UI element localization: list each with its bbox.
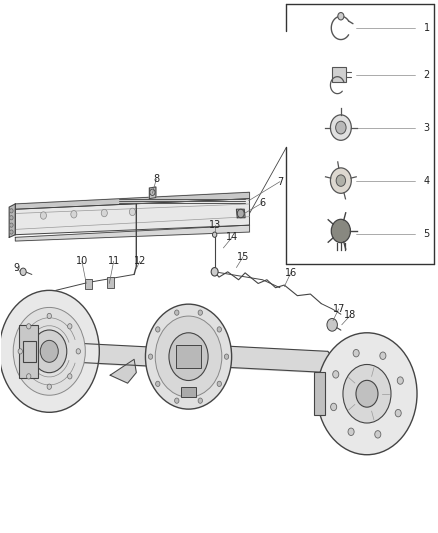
Polygon shape	[15, 199, 250, 235]
Bar	[332, 67, 346, 82]
Circle shape	[0, 290, 99, 413]
Circle shape	[336, 175, 346, 187]
Circle shape	[47, 384, 51, 389]
Circle shape	[20, 268, 26, 276]
Circle shape	[27, 374, 31, 379]
Text: 17: 17	[332, 304, 345, 314]
Circle shape	[217, 381, 222, 386]
Circle shape	[76, 349, 81, 354]
Circle shape	[353, 350, 359, 357]
Circle shape	[10, 216, 13, 220]
Circle shape	[175, 398, 179, 403]
Circle shape	[18, 349, 22, 354]
Circle shape	[27, 324, 31, 329]
Bar	[107, 277, 114, 288]
Text: 9: 9	[14, 263, 20, 272]
Circle shape	[10, 209, 13, 213]
Text: 14: 14	[226, 232, 238, 243]
Circle shape	[155, 316, 222, 397]
Bar	[314, 373, 325, 415]
Polygon shape	[149, 187, 156, 199]
Circle shape	[67, 374, 72, 379]
Circle shape	[47, 313, 51, 319]
Circle shape	[327, 318, 337, 331]
Circle shape	[380, 352, 386, 359]
Circle shape	[375, 431, 381, 438]
Text: 3: 3	[424, 123, 430, 133]
Circle shape	[148, 354, 153, 359]
Circle shape	[336, 121, 346, 134]
Text: 8: 8	[153, 174, 159, 184]
Circle shape	[211, 268, 218, 276]
Bar	[181, 386, 196, 397]
Circle shape	[32, 330, 67, 373]
Polygon shape	[9, 204, 15, 237]
Polygon shape	[110, 359, 136, 383]
Circle shape	[331, 219, 350, 243]
Bar	[23, 341, 36, 362]
Circle shape	[338, 12, 344, 20]
Text: 2: 2	[424, 70, 430, 79]
Polygon shape	[15, 192, 250, 209]
Text: 11: 11	[108, 256, 120, 266]
Text: 4: 4	[424, 175, 430, 185]
Circle shape	[397, 377, 403, 384]
Text: 15: 15	[237, 252, 249, 262]
Circle shape	[40, 212, 46, 219]
Text: 7: 7	[277, 176, 283, 187]
Circle shape	[10, 230, 13, 234]
Text: 18: 18	[344, 310, 357, 320]
Bar	[19, 325, 39, 378]
Text: 1: 1	[424, 23, 430, 33]
Circle shape	[101, 209, 107, 217]
Circle shape	[71, 211, 77, 218]
Circle shape	[129, 208, 135, 216]
Circle shape	[155, 381, 160, 386]
Circle shape	[175, 310, 179, 315]
Circle shape	[333, 370, 339, 378]
Text: 12: 12	[134, 256, 146, 266]
Text: 13: 13	[208, 220, 221, 230]
Polygon shape	[15, 225, 250, 241]
Text: 6: 6	[259, 198, 265, 208]
Circle shape	[155, 327, 160, 332]
Circle shape	[224, 354, 229, 359]
Circle shape	[198, 398, 202, 403]
Circle shape	[237, 209, 244, 217]
Bar	[177, 345, 201, 368]
Circle shape	[331, 403, 337, 410]
Circle shape	[169, 333, 208, 381]
Circle shape	[217, 327, 222, 332]
Circle shape	[343, 365, 391, 423]
Circle shape	[150, 189, 155, 196]
Bar	[85, 279, 92, 289]
Circle shape	[330, 115, 351, 140]
Circle shape	[67, 324, 72, 329]
Circle shape	[10, 223, 13, 227]
Circle shape	[395, 409, 401, 417]
Circle shape	[212, 232, 217, 237]
Circle shape	[317, 333, 417, 455]
Circle shape	[40, 341, 58, 362]
Text: 16: 16	[285, 268, 297, 278]
Circle shape	[356, 381, 378, 407]
Circle shape	[330, 168, 351, 193]
Text: 10: 10	[76, 256, 88, 266]
Circle shape	[348, 428, 354, 435]
Circle shape	[13, 308, 85, 395]
Polygon shape	[237, 209, 245, 217]
Text: 5: 5	[424, 229, 430, 239]
Circle shape	[198, 310, 202, 315]
Circle shape	[145, 304, 232, 409]
